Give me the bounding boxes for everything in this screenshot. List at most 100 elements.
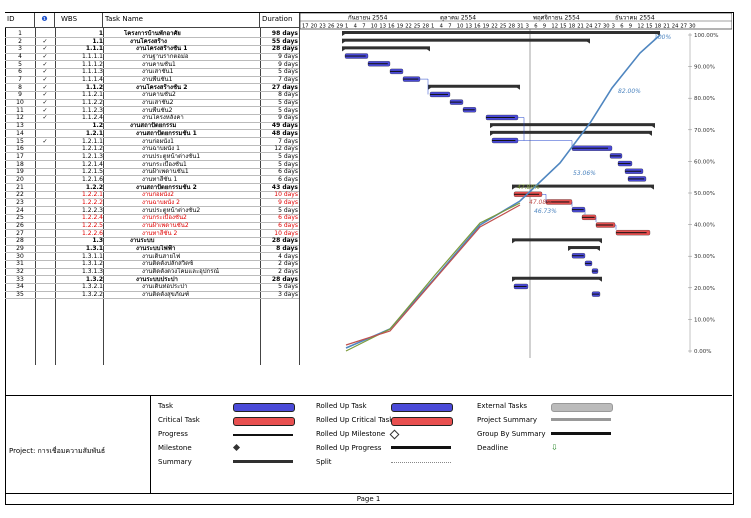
table-row[interactable]: 7 ✓ 1.1.1.4 งานพื้นชั้น1 7 days — [5, 76, 299, 84]
table-row[interactable]: 31 1.3.1.2 งานติดตั้งปลั๊กสวิตซ์ 2 days — [5, 260, 299, 268]
summary-bar-end-icon — [428, 84, 431, 90]
progress-bar — [610, 155, 621, 157]
table-row[interactable]: 26 1.2.2.5 งานฝ้าเพดานชั้น2 6 days — [5, 222, 299, 230]
row-divider — [5, 198, 299, 200]
row-duration: 5 days — [278, 106, 298, 114]
table-row[interactable]: 28 1.3 งานระบบ 28 days — [5, 237, 299, 245]
table-row[interactable]: 15 ✓ 1.2.1.1 งานก่อผนัง1 7 days — [5, 138, 299, 146]
row-wbs: 1.2.1.1 — [82, 137, 103, 145]
progress-bar — [596, 224, 614, 226]
table-row[interactable]: 4 ✓ 1.1.1.1 งานฐานรากตอม่อ 9 days — [5, 53, 299, 61]
timescale-day: 15 — [646, 24, 653, 30]
row-task-name: งานทาสีชั้น 1 — [142, 175, 178, 183]
row-wbs: 1.3.1.3 — [82, 268, 103, 276]
complete-check-icon: ✓ — [42, 76, 48, 84]
table-row[interactable]: 2 ✓ 1.1 งานโครงสร้าง 55 days — [5, 38, 299, 46]
row-duration: 48 days — [271, 129, 298, 137]
table-row[interactable]: 24 1.2.2.3 งานประตูหน้าต่างชั้น2 5 days — [5, 207, 299, 215]
row-id: 4 — [18, 53, 22, 61]
row-wbs: 1.2.1.6 — [82, 175, 103, 183]
row-task-name: งานกระเบื้องชั้น1 — [142, 160, 187, 168]
table-row[interactable]: 3 ✓ 1.1.1 งานโครงสร้างชั้น 1 28 days — [5, 45, 299, 53]
row-task-name: งานสถาปัตยกรรม — [130, 122, 177, 130]
table-row[interactable]: 5 ✓ 1.1.1.2 งานคานชั้น1 9 days — [5, 61, 299, 69]
row-task-name: งานประตูหน้าต่างชั้น1 — [142, 152, 201, 160]
row-wbs: 1.3.2.1 — [82, 283, 103, 291]
row-duration: 28 days — [271, 275, 298, 283]
table-row[interactable]: 8 ✓ 1.1.2 งานโครงสร้างชั้น 2 27 days — [5, 84, 299, 92]
legend-sample — [391, 462, 451, 463]
planned-curve — [345, 34, 661, 349]
table-row[interactable]: 13 1.2 งานสถาปัตยกรรม 49 days — [5, 122, 299, 130]
table-row[interactable]: 17 1.2.1.3 งานประตูหน้าต่างชั้น1 5 days — [5, 153, 299, 161]
timescale-day: 25 — [414, 24, 421, 30]
row-duration: 98 days — [271, 30, 298, 37]
row-duration: 55 days — [271, 37, 298, 45]
row-divider — [5, 152, 299, 154]
s-curve-tick-label: 70.00% — [694, 128, 715, 134]
timescale-day: 21 — [577, 24, 584, 30]
table-row[interactable]: 34 1.3.2.1 งานเดินท่อประปา 5 days — [5, 283, 299, 291]
header-wbs[interactable]: WBS — [55, 13, 103, 28]
table-row[interactable]: 6 ✓ 1.1.1.3 งานเสาชั้น1 5 days — [5, 68, 299, 76]
table-row[interactable]: 9 ✓ 1.1.2.1 งานคานชั้น2 8 days — [5, 91, 299, 99]
summary-bar-end-icon — [649, 130, 652, 136]
table-row[interactable]: 30 1.3.1.1 งานเดินสายไฟ 4 days — [5, 253, 299, 261]
row-id: 7 — [18, 76, 22, 84]
table-row[interactable]: 20 1.2.1.6 งานทาสีชั้น 1 6 days — [5, 176, 299, 184]
s-curve-tick-label: 60.00% — [694, 159, 715, 165]
row-wbs: 1.1.1.4 — [82, 76, 103, 84]
timescale-month: พฤศจิกายน 2554 — [533, 15, 580, 22]
summary-bar — [490, 130, 652, 134]
table-row[interactable]: 21 1.2.2 งานสถาปัตยกรรมชั้น 2 43 days — [5, 184, 299, 192]
row-id: 35 — [16, 291, 24, 299]
table-row[interactable]: 12 ✓ 1.1.2.4 งานโครงหลังคา 9 days — [5, 114, 299, 122]
row-id: 23 — [16, 198, 24, 206]
table-row[interactable]: 16 1.2.1.2 งานฉาบผนัง 1 12 days — [5, 145, 299, 153]
row-divider — [5, 221, 299, 223]
table-row[interactable]: 10 ✓ 1.1.2.2 งานเสาชั้น2 5 days — [5, 99, 299, 107]
table-row[interactable]: 27 1.2.2.6 งานทาสีชั้น 2 10 days — [5, 230, 299, 238]
table-row[interactable]: 35 1.3.2.2 งานติดตั้งสุขภัณฑ์ 3 days — [5, 291, 299, 299]
table-row[interactable]: 33 1.3.2 งานระบบประปา 28 days — [5, 276, 299, 284]
table-row[interactable]: 32 1.3.1.3 งานติดตั้งดวงโคมและอุปกรณ์ 2 day… — [5, 268, 299, 276]
legend-sample — [551, 418, 611, 421]
info-icon[interactable]: ❶ — [35, 13, 55, 28]
header-duration[interactable]: Duration — [260, 13, 300, 28]
complete-check-icon: ✓ — [42, 137, 48, 145]
timescale-day: 27 — [680, 24, 687, 30]
timescale-day: 22 — [405, 24, 412, 30]
summary-bar-end-icon — [512, 184, 515, 190]
table-row[interactable]: 22 1.2.2.1 งานก่อผนัง2 10 days — [5, 191, 299, 199]
gantt-chart: กันยายน 2554 ตุลาคม 2554 พฤศจิกายน 2554 ธัน… — [300, 13, 732, 358]
s-curve-tick-label: 30.00% — [694, 254, 715, 260]
legend-sample: ⇩ — [551, 443, 558, 452]
row-duration: 8 days — [278, 91, 298, 99]
header-id[interactable]: ID — [5, 13, 35, 28]
table-row[interactable]: 19 1.2.1.5 งานฝ้าเพดานชั้น1 6 days — [5, 168, 299, 176]
curve-label-other: 46.73% — [534, 208, 557, 215]
row-duration: 5 days — [278, 206, 298, 214]
timescale-day: 1 — [345, 24, 348, 30]
row-id: 24 — [16, 206, 24, 214]
table-row[interactable]: 23 1.2.2.2 งานฉาบผนัง 2 9 days — [5, 199, 299, 207]
row-task-name: งานฉาบผนัง 2 — [142, 198, 180, 206]
row-id: 32 — [16, 268, 24, 276]
row-task-name: งานทาสีชั้น 2 — [142, 229, 178, 237]
table-row[interactable]: 1 1 โครงการบ้านพักอาศัย 98 days — [5, 30, 299, 38]
table-row[interactable]: 11 ✓ 1.1.2.3 งานพื้นชั้น2 5 days — [5, 107, 299, 115]
row-divider — [5, 90, 299, 92]
table-row[interactable]: 18 1.2.1.4 งานกระเบื้องชั้น1 5 days — [5, 161, 299, 169]
s-curve-tick-label: 0.00% — [694, 349, 711, 355]
row-duration: 10 days — [274, 191, 298, 199]
row-duration: 9 days — [278, 114, 298, 122]
table-row[interactable]: 14 1.2.1 งานสถาปัตยกรรมชั้น 1 48 days — [5, 130, 299, 138]
table-row[interactable]: 29 1.3.1 งานระบบไฟฟ้า 8 days — [5, 245, 299, 253]
row-id: 3 — [18, 45, 22, 53]
header-task-name[interactable]: Task Name — [103, 13, 260, 28]
timescale-day: 9 — [629, 24, 632, 30]
row-task-name: งานพื้นชั้น1 — [142, 76, 173, 84]
table-row[interactable]: 25 1.2.2.4 งานกระเบื้องชั้น2 6 days — [5, 214, 299, 222]
row-id: 25 — [16, 214, 24, 222]
s-curve-tick-label: 40.00% — [694, 223, 715, 229]
